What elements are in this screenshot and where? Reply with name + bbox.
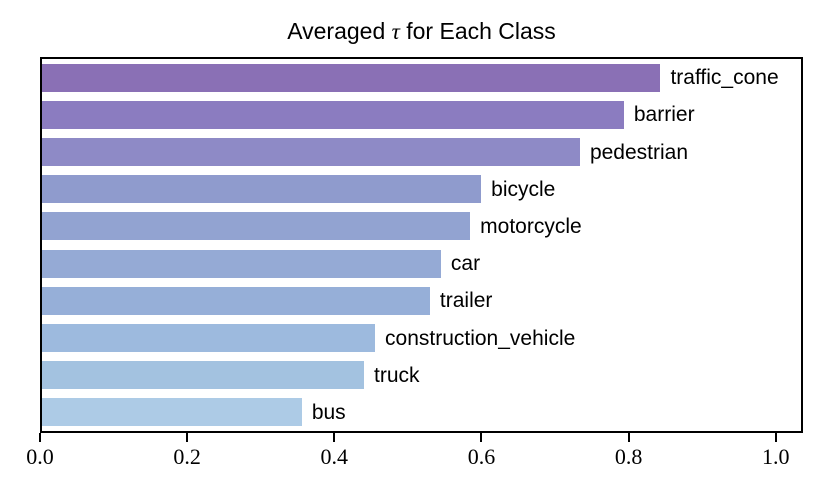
bar-row: pedestrian xyxy=(42,133,801,170)
x-tick-label: 0.0 xyxy=(26,444,54,469)
bar-label: traffic_cone xyxy=(670,66,779,90)
bar-bicycle xyxy=(42,175,482,204)
title-tau: τ xyxy=(391,19,400,44)
bar-label: barrier xyxy=(633,103,695,127)
chart-title: Averaged τ for Each Class xyxy=(40,18,803,45)
bar-truck xyxy=(42,361,365,390)
bar-construction_vehicle xyxy=(42,324,376,353)
x-axis: 0.0 0.2 0.4 0.6 0.8 1.0 xyxy=(26,433,803,495)
bar-row: bus xyxy=(42,394,801,431)
bar-car xyxy=(42,249,441,278)
x-tick-label: 1.0 xyxy=(762,444,790,469)
bar-row: trailer xyxy=(42,282,801,319)
bar-bus xyxy=(42,398,302,427)
bar-traffic_cone xyxy=(42,63,661,92)
x-tick-mark xyxy=(480,433,483,442)
x-tick-mark xyxy=(627,433,630,442)
x-tick-label: 0.4 xyxy=(320,444,349,469)
x-tick-mark xyxy=(333,433,336,442)
x-tick-label: 0.8 xyxy=(614,444,643,469)
title-suffix: for Each Class xyxy=(399,18,556,44)
bar-label: pedestrian xyxy=(589,140,689,164)
bar-pedestrian xyxy=(42,138,580,166)
bar-label: bus xyxy=(311,400,346,424)
bar-label: construction_vehicle xyxy=(385,326,576,350)
bar-row: construction_vehicle xyxy=(42,319,801,356)
bar-row: motorcycle xyxy=(42,208,801,245)
bar-row: truck xyxy=(42,357,801,394)
bar-barrier xyxy=(42,100,624,129)
x-tick-mark xyxy=(774,433,777,442)
x-tick-mark xyxy=(186,433,189,442)
bar-row: car xyxy=(42,245,801,282)
x-tick-label: 0.6 xyxy=(467,444,496,469)
x-tick-label: 0.2 xyxy=(173,444,201,469)
bar-label: bicycle xyxy=(491,177,556,201)
bar-motorcycle xyxy=(42,212,471,241)
bar-label: car xyxy=(450,252,481,276)
bar-row: traffic_cone xyxy=(42,59,801,96)
title-prefix: Averaged xyxy=(287,18,392,44)
bar-label: truck xyxy=(374,363,420,387)
bar-row: barrier xyxy=(42,96,801,133)
bar-label: trailer xyxy=(439,289,493,313)
bar-label: motorcycle xyxy=(480,214,582,238)
bar-trailer xyxy=(42,286,430,315)
bar-row: bicycle xyxy=(42,171,801,208)
x-tick-mark xyxy=(39,433,41,442)
